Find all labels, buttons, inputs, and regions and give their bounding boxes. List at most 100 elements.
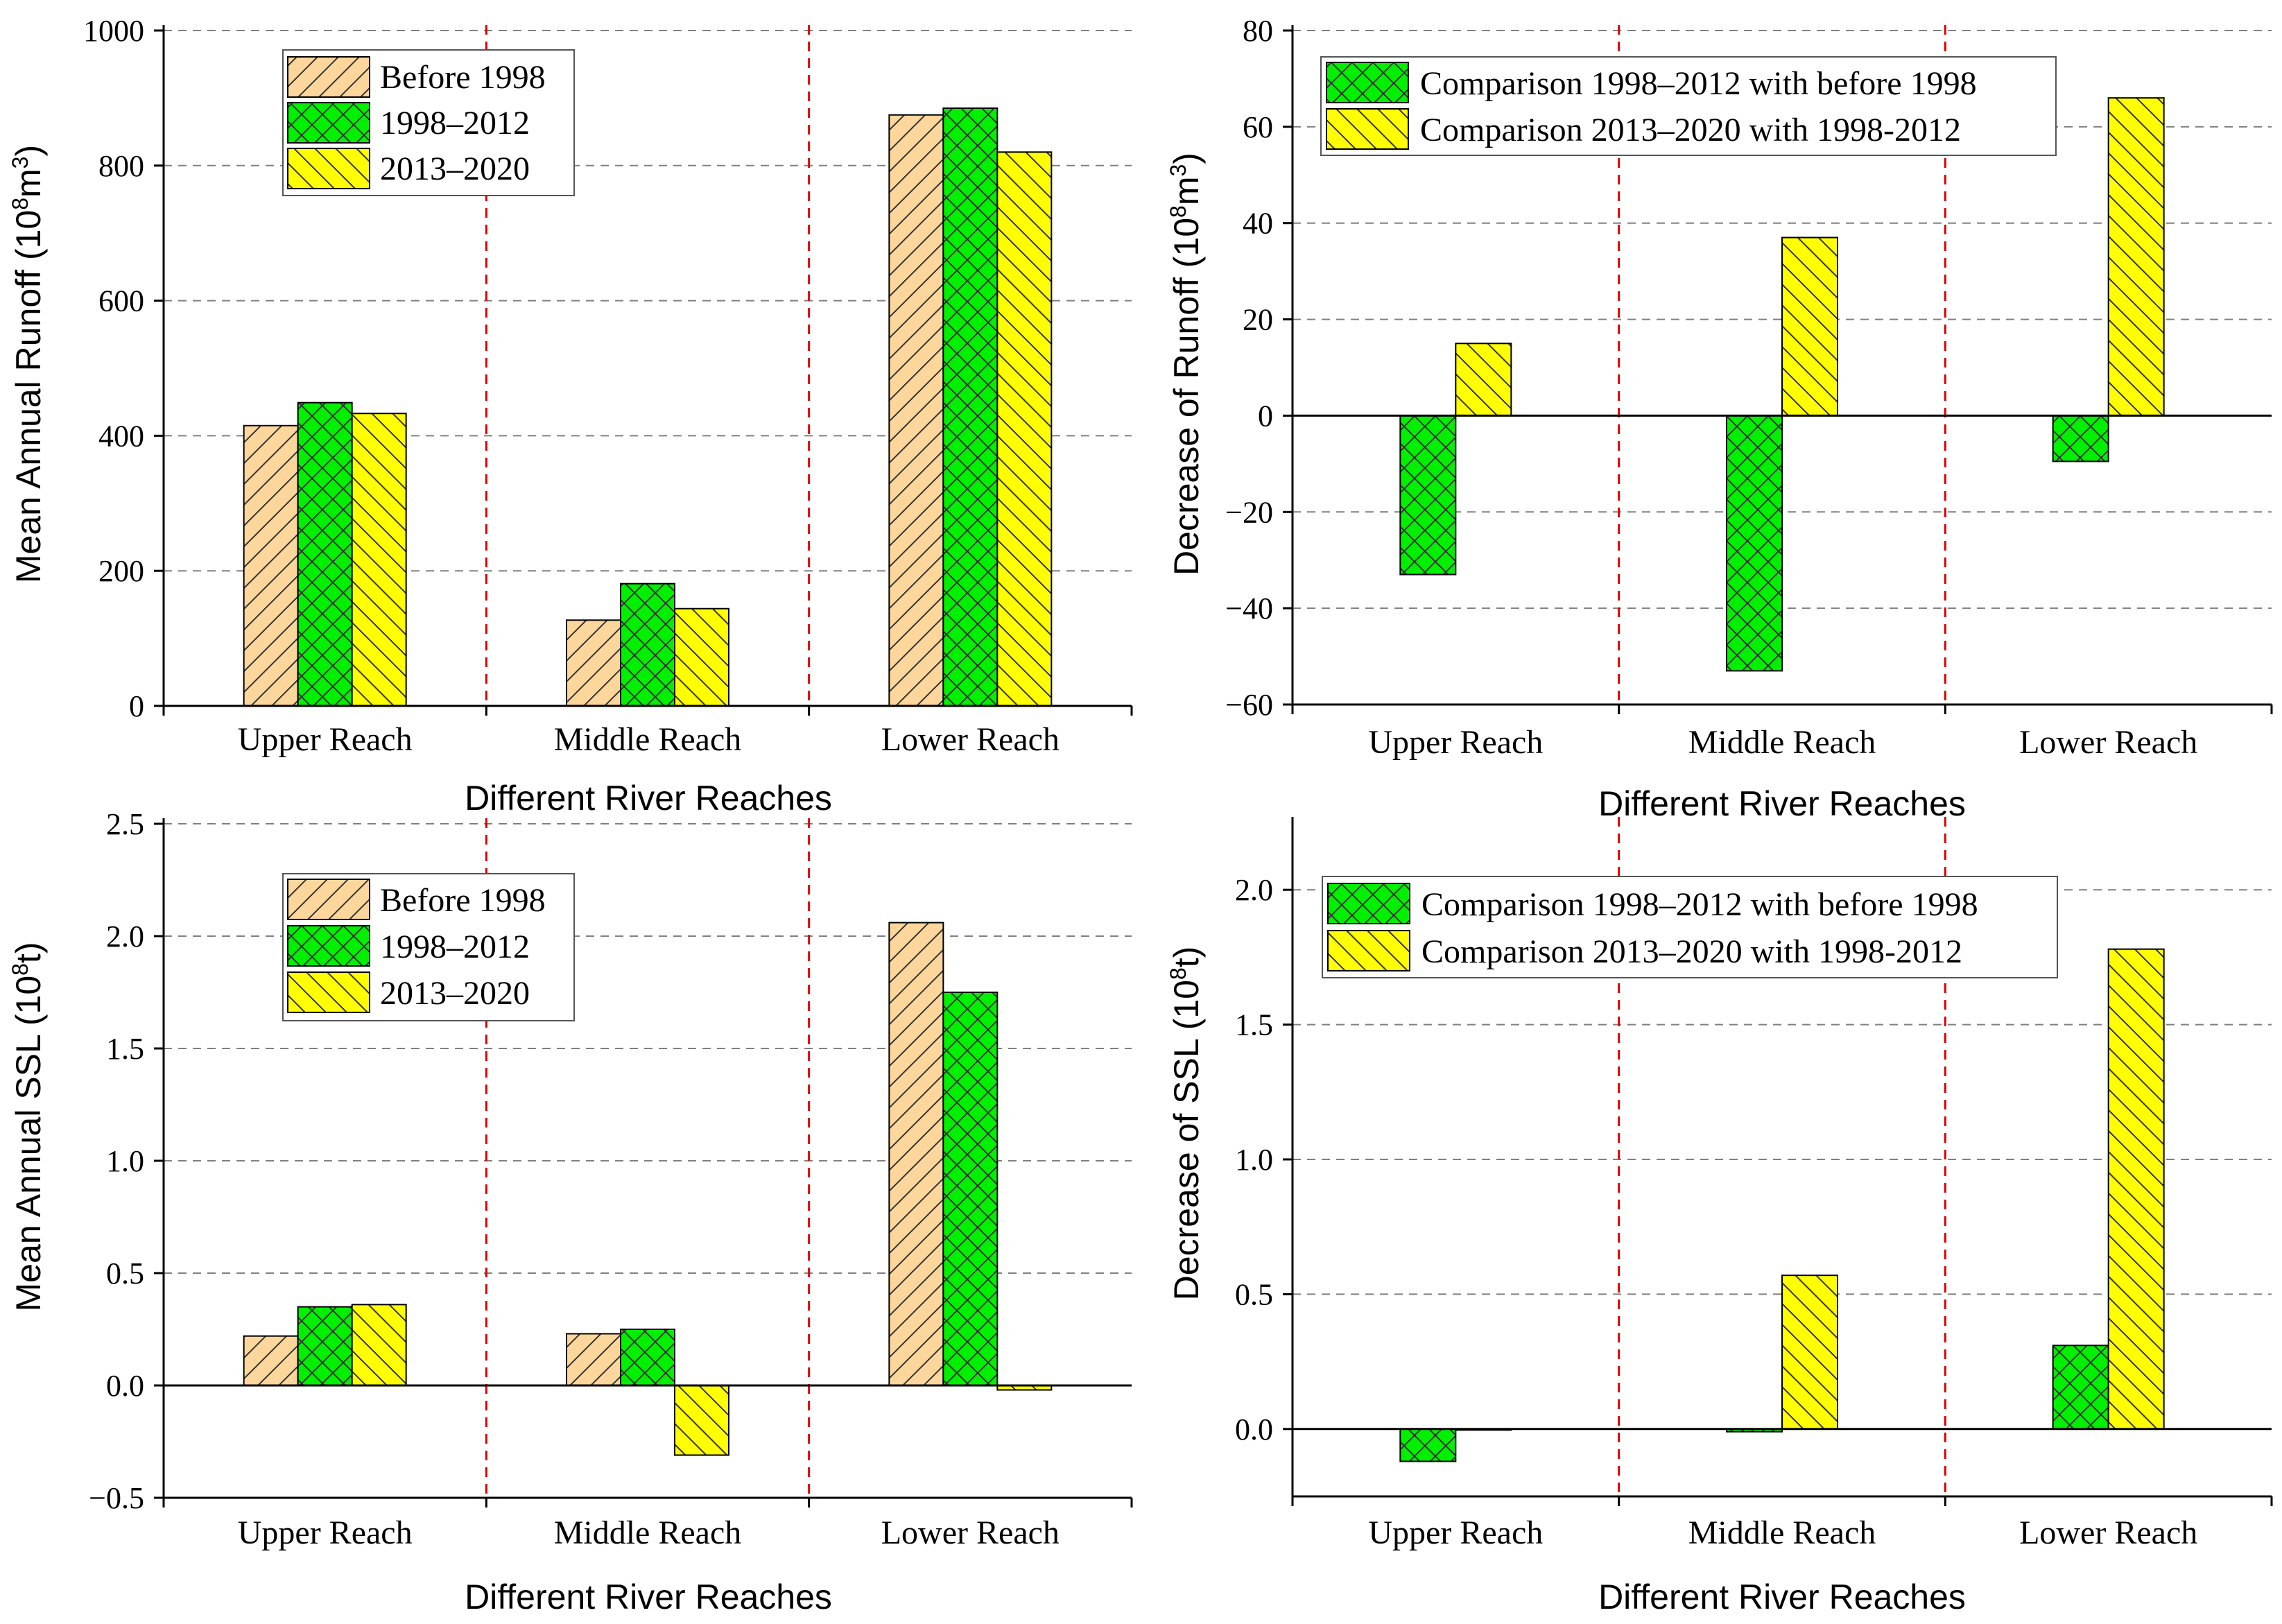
ssl-legend-swatch-recent-hatch <box>287 971 370 1013</box>
panel-ssl: Upper Reach Middle Reach Lower Reach −0.5 0.… <box>8 807 1133 1616</box>
runoff-y-tick-label: 600 <box>98 284 144 318</box>
runoff-decrease-x-tick-upper: Upper Reach <box>1368 724 1543 761</box>
runoff-legend-label-recent: 2013–2020 <box>380 150 530 187</box>
ssl-y-tick-label: 2.5 <box>106 807 144 841</box>
runoff-decrease-y-tick-label: 60 <box>1243 110 1273 144</box>
ssl-decrease-x-tick-lower: Lower Reach <box>2019 1514 2197 1551</box>
runoff-y-tick-label: 0 <box>129 689 144 723</box>
runoff-decrease-y-tick-label: 0 <box>1258 399 1273 433</box>
ssl-decrease-legend-swatch-mid-hatch <box>1327 883 1410 924</box>
runoff-bar-upper-series-1 <box>243 424 299 707</box>
runoff-decrease-y-axis-title: Decrease of Runoff (108m3) <box>1166 153 1206 576</box>
runoff-bar-lower-series-2 <box>942 107 999 707</box>
ssl-bar-middle-series-2 <box>620 1329 675 1386</box>
ssl-y-tick-label: 1.5 <box>106 1032 144 1066</box>
runoff-decrease-y-tick-label: −20 <box>1225 495 1273 529</box>
runoff-decrease-bar-lower-series-1 <box>2052 415 2109 463</box>
ssl-legend-label-recent: 2013–2020 <box>380 975 530 1012</box>
ssl-legend: Before 1998 1998–2012 2013–2020 <box>282 873 575 1021</box>
runoff-legend-label-mid: 1998–2012 <box>380 105 530 141</box>
ssl-decrease-bar-middle-series-2 <box>1781 1275 1838 1430</box>
ssl-decrease-plot-area: Upper Reach Middle Reach Lower Reach 0.0 0.5… <box>1235 817 2273 1551</box>
ssl-bar-middle-series-3 <box>674 1385 729 1456</box>
runoff-legend-swatch-before-hatch <box>287 56 370 98</box>
runoff-decrease-x-axis-title: Different River Reaches <box>1598 784 1966 823</box>
runoff-decrease-legend-label-mid: Comparison 1998–2012 with before 1998 <box>1420 65 1977 102</box>
runoff-decrease-y-tick-label: −40 <box>1225 591 1273 625</box>
runoff-decrease-y-tick-label: 80 <box>1243 14 1273 48</box>
ssl-y-tick-label: 1.0 <box>106 1144 144 1178</box>
runoff-x-tick-middle: Middle Reach <box>554 721 742 758</box>
runoff-bar-middle-series-2 <box>620 582 675 707</box>
ssl-y-axis-title: Mean Annual SSL (108t) <box>8 942 48 1312</box>
runoff-y-tick-label: 400 <box>98 419 144 453</box>
ssl-x-axis-title: Different River Reaches <box>465 1578 832 1616</box>
ssl-bar-upper-series-1 <box>243 1335 299 1386</box>
ssl-decrease-legend-label-recent: Comparison 2013–2020 with 1998-2012 <box>1421 933 1962 970</box>
runoff-y-tick-label: 200 <box>98 554 144 588</box>
ssl-decrease-x-axis-title: Different River Reaches <box>1598 1578 1966 1616</box>
runoff-decrease-plot-area: Upper Reach Middle Reach Lower Reach −60 −40… <box>1225 14 2273 761</box>
ssl-decrease-legend: Comparison 1998–2012 with before 1998 Co… <box>1322 876 2058 978</box>
runoff-decrease-legend: Comparison 1998–2012 with before 1998 Co… <box>1320 56 2057 156</box>
ssl-decrease-y-tick-label: 1.0 <box>1235 1143 1273 1177</box>
ssl-decrease-y-tick-label: 0.5 <box>1235 1277 1273 1311</box>
runoff-decrease-legend-swatch-recent-hatch <box>1326 108 1409 150</box>
ssl-x-tick-lower: Lower Reach <box>881 1514 1060 1551</box>
runoff-decrease-y-tick-label: 40 <box>1243 207 1273 241</box>
ssl-plot-area: Upper Reach Middle Reach Lower Reach −0.5 0.… <box>89 807 1133 1551</box>
runoff-decrease-y-tick-label: −60 <box>1225 688 1273 722</box>
runoff-y-tick-label: 800 <box>98 149 144 183</box>
runoff-decrease-bar-lower-series-2 <box>2107 97 2165 417</box>
ssl-decrease-bar-lower-series-2 <box>2107 948 2165 1430</box>
ssl-decrease-legend-frame <box>1322 876 2058 978</box>
runoff-bar-lower-series-1 <box>888 114 944 707</box>
ssl-bar-middle-series-1 <box>566 1333 621 1386</box>
ssl-decrease-y-axis-title: Decrease of SSL (108t) <box>1166 947 1206 1301</box>
ssl-y-tick-label: −0.5 <box>89 1481 144 1515</box>
ssl-decrease-bar-lower-series-1 <box>2052 1345 2109 1430</box>
ssl-decrease-bar-upper-series-1 <box>1399 1428 1457 1462</box>
runoff-decrease-bar-upper-series-2 <box>1455 343 1512 417</box>
ssl-y-tick-label: 2.0 <box>106 919 144 953</box>
ssl-decrease-y-tick-label: 0.0 <box>1235 1413 1273 1446</box>
panel-ssl-decrease: Upper Reach Middle Reach Lower Reach 0.0 0.5… <box>1166 817 2273 1616</box>
runoff-decrease-bar-middle-series-1 <box>1726 415 1783 672</box>
runoff-x-tick-lower: Lower Reach <box>881 721 1060 758</box>
panel-runoff: Upper Reach Middle Reach Lower Reach 0 200 40… <box>8 14 1133 818</box>
ssl-legend-swatch-before-hatch <box>287 879 370 920</box>
runoff-bar-lower-series-3 <box>996 151 1053 707</box>
runoff-bar-middle-series-3 <box>674 607 729 707</box>
ssl-decrease-y-tick-label: 2.0 <box>1235 873 1273 907</box>
runoff-decrease-y-tick-label: 20 <box>1243 303 1273 337</box>
runoff-decrease-x-tick-lower: Lower Reach <box>2019 724 2197 761</box>
ssl-legend-label-before: Before 1998 <box>380 882 546 919</box>
runoff-legend: Before 1998 1998–2012 2013–2020 <box>282 49 575 196</box>
ssl-y-tick-label: 0.5 <box>106 1256 144 1290</box>
runoff-decrease-bar-middle-series-2 <box>1781 236 1838 417</box>
ssl-bar-lower-series-2 <box>942 992 999 1386</box>
runoff-y-tick-label: 1000 <box>83 14 144 48</box>
ssl-x-tick-middle: Middle Reach <box>554 1514 742 1551</box>
runoff-decrease-legend-frame <box>1320 56 2057 156</box>
runoff-x-axis-title: Different River Reaches <box>465 779 832 818</box>
ssl-y-tick-label: 0.0 <box>106 1369 144 1403</box>
ssl-decrease-x-tick-upper: Upper Reach <box>1368 1514 1543 1551</box>
runoff-legend-swatch-recent-hatch <box>287 148 370 189</box>
runoff-legend-label-before: Before 1998 <box>380 59 546 96</box>
runoff-bar-upper-series-2 <box>297 401 353 707</box>
runoff-legend-swatch-mid-hatch <box>287 102 370 144</box>
ssl-x-tick-upper: Upper Reach <box>238 1514 413 1551</box>
panel-runoff-decrease: Upper Reach Middle Reach Lower Reach −60 −40… <box>1166 14 2273 823</box>
runoff-y-axis-title: Mean Annual Runoff (108m3) <box>8 145 48 583</box>
runoff-decrease-legend-swatch-mid-hatch <box>1326 62 1409 103</box>
runoff-bar-upper-series-3 <box>351 413 407 707</box>
runoff-decrease-bar-upper-series-1 <box>1399 415 1457 576</box>
ssl-legend-swatch-mid-hatch <box>287 925 370 967</box>
runoff-decrease-legend-label-recent: Comparison 2013–2020 with 1998-2012 <box>1420 112 1961 148</box>
ssl-decrease-legend-swatch-recent-hatch <box>1327 930 1410 971</box>
ssl-bar-upper-series-3 <box>351 1304 407 1386</box>
ssl-legend-label-mid: 1998–2012 <box>380 928 530 965</box>
runoff-decrease-x-tick-middle: Middle Reach <box>1688 724 1876 761</box>
